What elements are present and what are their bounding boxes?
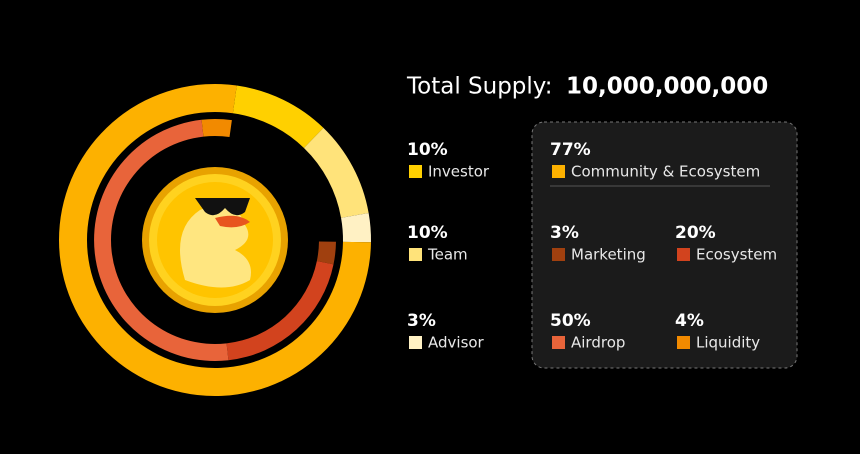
community-box (531, 121, 798, 369)
legend-label: Advisor (428, 334, 485, 352)
legend-value: 3% (550, 223, 579, 243)
legend-swatch (677, 248, 690, 261)
inner-wedge (226, 260, 334, 361)
legend-swatch (409, 248, 422, 261)
legend-swatch (677, 336, 690, 349)
legend-label: Marketing (571, 246, 646, 264)
outer-wedge (232, 85, 324, 148)
legend-value: 3% (407, 311, 436, 331)
inner-wedge (201, 118, 232, 138)
legend-label: Community & Ecosystem (571, 163, 760, 181)
legend-label: Ecosystem (696, 246, 777, 264)
title: Total Supply: (406, 74, 552, 100)
legend-swatch (409, 165, 422, 178)
outer-wedge (341, 212, 372, 243)
coin (142, 167, 288, 313)
inner-wedge (94, 119, 229, 361)
legend-swatch (409, 336, 422, 349)
legends: 10% Investor 10% Team 3% Advisor 77% Community … (407, 140, 777, 352)
legend-swatch (552, 336, 565, 349)
legend-value: 50% (550, 311, 591, 331)
legend-value: 20% (675, 223, 716, 243)
total-supply: 10,000,000,000 (566, 74, 768, 100)
legend-swatch (552, 248, 565, 261)
legend-label: Airdrop (571, 334, 625, 352)
legend-value: 10% (407, 223, 448, 243)
legend-swatch (552, 165, 565, 178)
outer-wedge (303, 127, 369, 218)
donut (59, 83, 372, 397)
legend-label: Liquidity (696, 334, 760, 352)
legend-value: 4% (675, 311, 704, 331)
legend-label: Investor (428, 163, 490, 181)
legend-value: 10% (407, 140, 448, 160)
legend-label: Team (427, 246, 468, 264)
legend-value: 77% (550, 140, 591, 160)
inner-wedge (316, 241, 336, 265)
